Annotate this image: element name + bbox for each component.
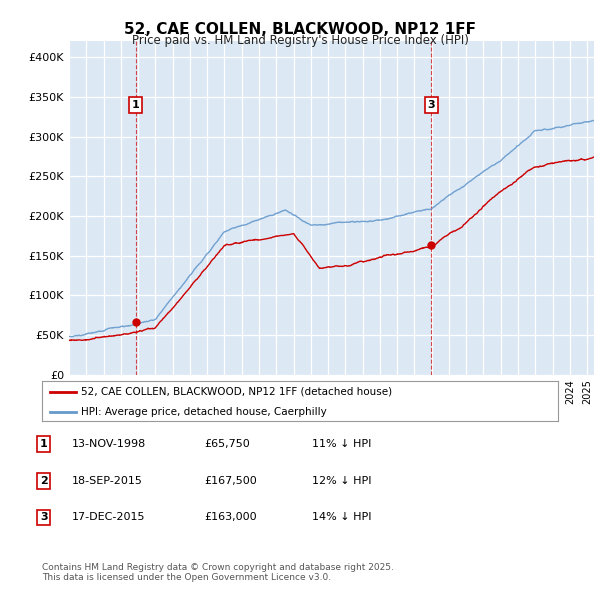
Text: 52, CAE COLLEN, BLACKWOOD, NP12 1FF: 52, CAE COLLEN, BLACKWOOD, NP12 1FF bbox=[124, 22, 476, 37]
Text: 1: 1 bbox=[40, 440, 47, 449]
Text: Contains HM Land Registry data © Crown copyright and database right 2025.
This d: Contains HM Land Registry data © Crown c… bbox=[42, 563, 394, 582]
Text: 52, CAE COLLEN, BLACKWOOD, NP12 1FF (detached house): 52, CAE COLLEN, BLACKWOOD, NP12 1FF (det… bbox=[80, 387, 392, 397]
Text: 17-DEC-2015: 17-DEC-2015 bbox=[72, 513, 146, 522]
Text: £167,500: £167,500 bbox=[204, 476, 257, 486]
Text: Price paid vs. HM Land Registry's House Price Index (HPI): Price paid vs. HM Land Registry's House … bbox=[131, 34, 469, 47]
Text: 1: 1 bbox=[132, 100, 140, 110]
Text: 14% ↓ HPI: 14% ↓ HPI bbox=[312, 513, 371, 522]
Text: 12% ↓ HPI: 12% ↓ HPI bbox=[312, 476, 371, 486]
Text: 13-NOV-1998: 13-NOV-1998 bbox=[72, 440, 146, 449]
Text: HPI: Average price, detached house, Caerphilly: HPI: Average price, detached house, Caer… bbox=[80, 407, 326, 417]
Text: 3: 3 bbox=[40, 513, 47, 522]
Text: £65,750: £65,750 bbox=[204, 440, 250, 449]
Text: 2: 2 bbox=[40, 476, 47, 486]
Text: 11% ↓ HPI: 11% ↓ HPI bbox=[312, 440, 371, 449]
Text: 18-SEP-2015: 18-SEP-2015 bbox=[72, 476, 143, 486]
Text: £163,000: £163,000 bbox=[204, 513, 257, 522]
Text: 3: 3 bbox=[427, 100, 435, 110]
